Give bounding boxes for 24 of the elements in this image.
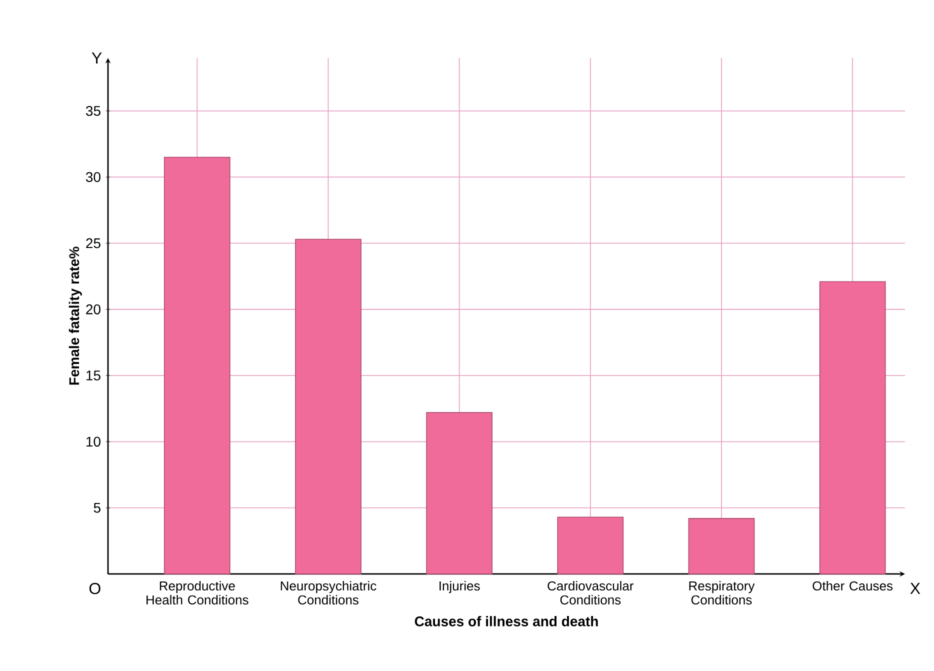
bar bbox=[164, 156, 230, 574]
x-tick-label: Respiratory Conditions bbox=[689, 580, 755, 605]
text: X bbox=[910, 582, 920, 594]
bar bbox=[557, 516, 624, 574]
x-tick-label: Neuropsychiatric Conditions bbox=[280, 580, 376, 605]
text: O bbox=[89, 582, 100, 594]
y-tick-label: 20 bbox=[86, 304, 100, 314]
x-tick-label: Injuries bbox=[440, 580, 480, 594]
y-tick-label: 5 bbox=[94, 502, 100, 513]
y-tick-label: 15 bbox=[86, 370, 100, 380]
y-tick-label: 30 bbox=[86, 172, 100, 182]
bar bbox=[819, 281, 886, 574]
bar bbox=[688, 518, 755, 574]
y-axis-title: Female fatality rate% bbox=[68, 246, 82, 385]
text: Y bbox=[92, 52, 102, 64]
x-axis-title: Causes of illness and death bbox=[414, 616, 598, 626]
x-tick-label: Reproductive Health Conditions bbox=[146, 580, 248, 605]
x-tick-label: Cardiovascular Conditions bbox=[548, 580, 634, 605]
y-tick-label: 25 bbox=[86, 238, 100, 248]
x-tick-label: Other Causes bbox=[812, 580, 893, 591]
y-tick-label: 35 bbox=[86, 106, 100, 116]
bar bbox=[426, 412, 492, 574]
bar bbox=[295, 238, 362, 574]
y-tick-label: 10 bbox=[86, 436, 100, 447]
